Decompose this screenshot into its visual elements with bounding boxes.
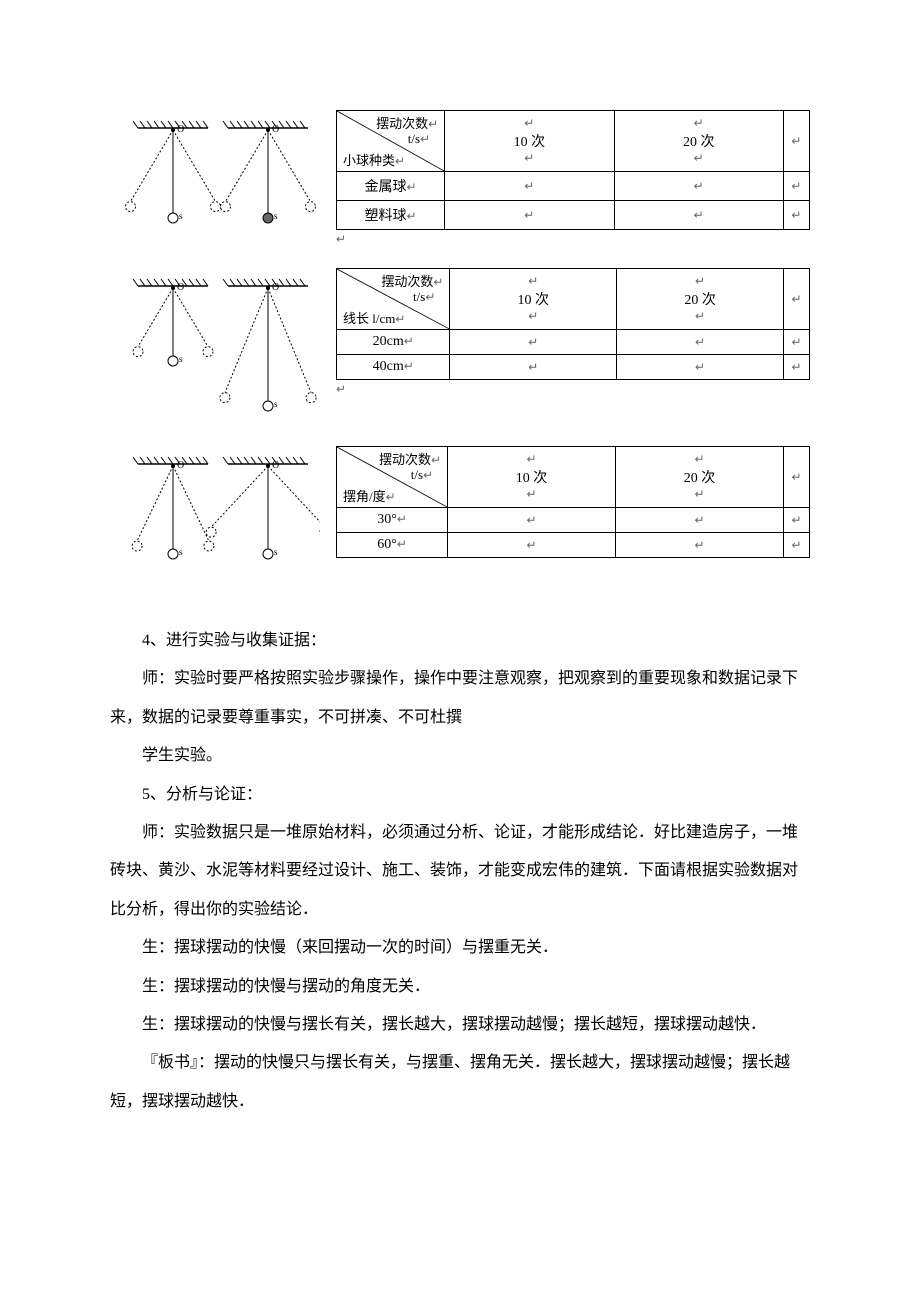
svg-text:O: O — [272, 282, 279, 293]
pendulum-diagram-3: Os Os — [110, 446, 330, 600]
data-table-1: 摆动次数↵ t/s↵ 小球种类↵ ↵ 10 次 ↵ ↵ 20 次 ↵ ↵ — [336, 110, 810, 230]
pendulum-pair-3-svg: Os Os — [120, 450, 320, 600]
table3-header-cell: 摆动次数↵ t/s↵ 摆角/度↵ — [337, 447, 448, 508]
experiment-row-1: Os Os 摆动次数↵ t/s↵ 小球种类↵ ↵ 10 次 ↵ — [110, 110, 810, 264]
svg-text:O: O — [177, 460, 184, 471]
table1-col-20: ↵ 20 次 ↵ — [614, 111, 783, 172]
svg-text:s: s — [179, 211, 183, 221]
svg-text:s: s — [274, 211, 278, 221]
svg-text:s: s — [179, 354, 183, 364]
table2-header-cell: 摆动次数↵ t/s↵ 线长 l/cm↵ — [337, 269, 450, 330]
table3-row1-label: 30°↵ — [337, 508, 448, 533]
table1-var-label: 小球种类 — [343, 153, 395, 168]
svg-text:s: s — [179, 547, 183, 557]
para-student-3: 生：摆球摆动的快慢与摆长有关，摆长越大，摆球摆动越慢；摆长越短，摆球摆动越快． — [110, 1006, 810, 1044]
table2-row2-label: 40cm↵ — [337, 355, 450, 380]
pendulum-pair-1-svg: Os Os — [120, 114, 320, 264]
table1-row1-label: 金属球↵ — [337, 172, 445, 201]
para-student-2: 生：摆球摆动的快慢与摆动的角度无关． — [110, 968, 810, 1006]
para-teacher-1: 师：实验时要严格按照实验步骤操作，操作中要注意观察，把观察到的重要现象和数据记录… — [110, 660, 810, 737]
para-4-title: 4、进行实验与收集证据： — [110, 622, 810, 660]
svg-text:O: O — [272, 460, 279, 471]
pendulum-diagram-2: Os Os — [110, 268, 330, 442]
data-table-3: 摆动次数↵ t/s↵ 摆角/度↵ ↵ 10 次 ↵ ↵ 20 次 ↵ ↵ — [336, 446, 810, 558]
pendulum-diagram-1: Os Os — [110, 110, 330, 264]
pendulum-pair-2-svg: Os Os — [120, 272, 320, 442]
table3-row2-label: 60°↵ — [337, 533, 448, 558]
para-student-1: 生：摆球摆动的快慢（来回摆动一次的时间）与摆重无关． — [110, 929, 810, 967]
experiment-row-2: OsOs 摆动次数↵ t/s↵ 线长 l/cm↵ ↵ 10 次 ↵ — [110, 268, 810, 442]
table3-var-label: 摆角/度 — [343, 489, 386, 504]
para-teacher-2: 师：实验数据只是一堆原始材料，必须通过分析、论证，才能形成结论．好比建造房子，一… — [110, 814, 810, 929]
para-student-exp: 学生实验。 — [110, 737, 810, 775]
svg-text:s: s — [274, 547, 278, 557]
svg-text:O: O — [177, 124, 184, 135]
svg-text:O: O — [272, 124, 279, 135]
table2-var-label: 线长 l/cm — [343, 311, 395, 326]
table2-row1-label: 20cm↵ — [337, 330, 450, 355]
para-board: 『板书』：摆动的快慢只与摆长有关，与摆重、摆角无关．摆长越大，摆球摆动越慢；摆长… — [110, 1044, 810, 1121]
table1-row2-label: 塑料球↵ — [337, 201, 445, 230]
table1-header-cell: 摆动次数↵ t/s↵ 小球种类↵ — [337, 111, 445, 172]
svg-text:s: s — [274, 399, 278, 409]
data-table-2: 摆动次数↵ t/s↵ 线长 l/cm↵ ↵ 10 次 ↵ ↵ 20 次 ↵ ↵ — [336, 268, 810, 380]
svg-text:O: O — [177, 282, 184, 293]
para-5-title: 5、分析与论证： — [110, 776, 810, 814]
experiment-row-3: OsOs 摆动次数↵ t/s↵ 摆角/度↵ ↵ 10 次 ↵ — [110, 446, 810, 600]
table1-col-10: ↵ 10 次 ↵ — [445, 111, 614, 172]
